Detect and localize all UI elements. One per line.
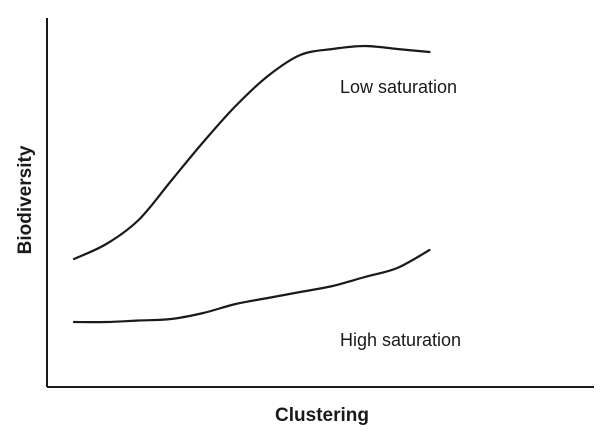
series-layer: Low saturation High saturation (72, 44, 461, 350)
series-line-low-saturation (72, 44, 431, 261)
axes (46, 18, 594, 388)
series-label-low-saturation: Low saturation (340, 77, 457, 97)
x-axis-title: Clustering (275, 405, 369, 426)
series-label-high-saturation: High saturation (340, 330, 461, 350)
y-axis-title: Biodiversity (15, 145, 36, 254)
series-line-high-saturation (72, 248, 431, 324)
